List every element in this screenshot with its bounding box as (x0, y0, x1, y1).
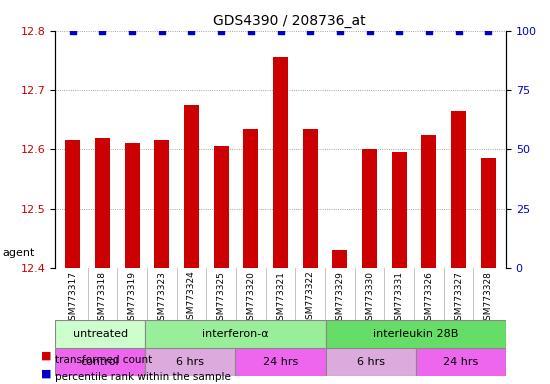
Text: GSM773325: GSM773325 (217, 271, 226, 326)
Text: untreated: untreated (73, 329, 128, 339)
Bar (362, 149, 377, 268)
Text: agent: agent (3, 248, 35, 258)
Point (395, 28, 404, 34)
Bar (65, 141, 80, 268)
Text: GSM773330: GSM773330 (365, 271, 374, 326)
Text: GSM773329: GSM773329 (336, 271, 344, 326)
Text: GDS4390 / 208736_at: GDS4390 / 208736_at (213, 14, 366, 28)
Point (425, 28, 433, 34)
Point (68, 28, 77, 34)
Bar (481, 158, 496, 268)
Text: GSM773331: GSM773331 (395, 271, 404, 326)
Text: GSM773318: GSM773318 (98, 271, 107, 326)
Point (157, 28, 166, 34)
Text: 24 hrs: 24 hrs (263, 357, 298, 367)
Bar (125, 144, 140, 268)
Text: 24 hrs: 24 hrs (443, 357, 478, 367)
Text: GSM773326: GSM773326 (425, 271, 433, 326)
FancyBboxPatch shape (55, 320, 145, 348)
FancyBboxPatch shape (145, 348, 235, 376)
Bar (273, 58, 288, 268)
Text: GSM773317: GSM773317 (68, 271, 78, 326)
Text: control: control (81, 357, 119, 367)
Point (336, 28, 344, 34)
Text: transformed count: transformed count (55, 355, 152, 365)
Point (306, 28, 315, 34)
Text: GSM773320: GSM773320 (246, 271, 255, 326)
Point (365, 28, 374, 34)
Point (187, 28, 196, 34)
FancyBboxPatch shape (145, 320, 326, 348)
Bar (184, 105, 199, 268)
Bar (392, 152, 406, 268)
Text: GSM773322: GSM773322 (306, 271, 315, 325)
Bar (214, 146, 229, 268)
Point (217, 28, 226, 34)
Text: ■: ■ (41, 351, 52, 361)
Point (98, 28, 107, 34)
Text: GSM773321: GSM773321 (276, 271, 285, 326)
Text: GSM773324: GSM773324 (187, 271, 196, 325)
Text: GSM773328: GSM773328 (483, 271, 493, 326)
FancyBboxPatch shape (326, 320, 506, 348)
Point (276, 28, 285, 34)
Bar (244, 129, 258, 268)
Bar (451, 111, 466, 268)
Bar (95, 137, 110, 268)
Point (246, 28, 255, 34)
FancyBboxPatch shape (416, 348, 506, 376)
Bar (332, 250, 347, 268)
Bar (302, 129, 317, 268)
Text: interleukin 28B: interleukin 28B (373, 329, 459, 339)
Text: ■: ■ (41, 368, 52, 378)
Point (128, 28, 136, 34)
Text: 6 hrs: 6 hrs (177, 357, 204, 367)
Text: GSM773323: GSM773323 (157, 271, 166, 326)
FancyBboxPatch shape (235, 348, 326, 376)
Bar (421, 134, 436, 268)
Point (484, 28, 493, 34)
Text: 6 hrs: 6 hrs (357, 357, 384, 367)
Bar (155, 141, 169, 268)
Text: interferon-α: interferon-α (202, 329, 269, 339)
Text: percentile rank within the sample: percentile rank within the sample (55, 372, 231, 382)
FancyBboxPatch shape (326, 348, 416, 376)
Text: GSM773327: GSM773327 (454, 271, 463, 326)
Text: GSM773319: GSM773319 (128, 271, 136, 326)
Point (454, 28, 463, 34)
FancyBboxPatch shape (55, 348, 145, 376)
